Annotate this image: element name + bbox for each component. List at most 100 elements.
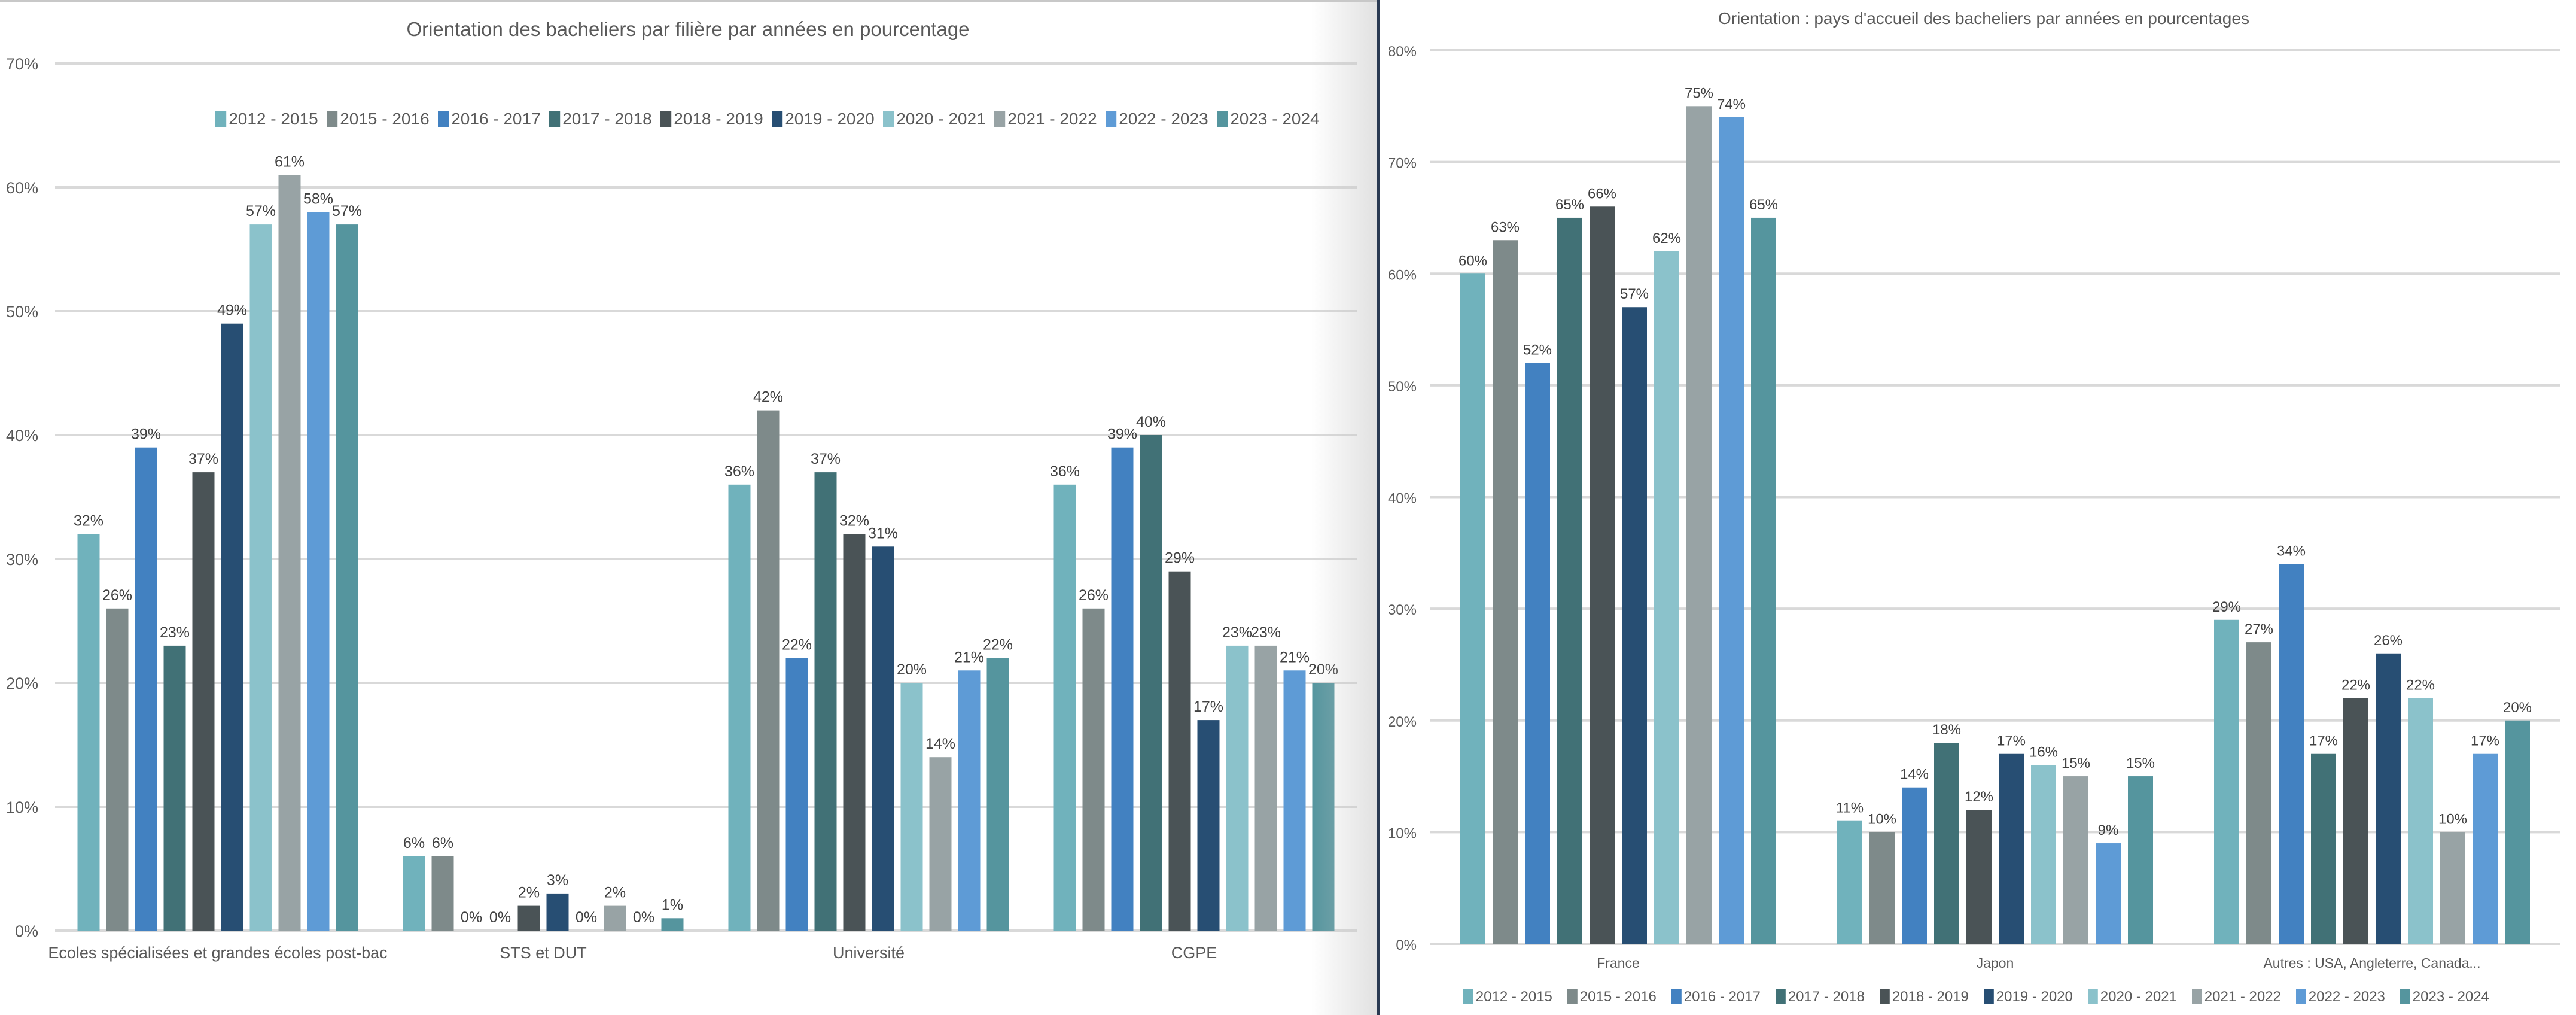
bar [1283,670,1306,931]
chart-filiere: Orientation des bacheliers par filière p… [6,18,1357,962]
legend-swatch [660,111,672,127]
y-tick-label: 70% [1388,156,1417,172]
bar [163,645,186,931]
bar [1053,484,1076,931]
data-label: 49% [217,302,247,319]
bar [1254,645,1277,931]
legend-swatch [2192,989,2202,1004]
data-label: 21% [1280,649,1310,665]
data-label: 39% [1107,426,1137,443]
data-label: 18% [1932,722,1961,738]
legend-swatch [549,111,561,127]
data-label: 32% [74,513,103,530]
bar [2311,753,2336,944]
y-tick-label: 70% [6,55,38,73]
data-label: 2% [518,885,540,901]
data-label: 58% [303,190,333,207]
y-tick-label: 20% [1388,714,1417,730]
bar [2408,698,2433,944]
data-label: 65% [1555,197,1584,213]
bar [900,683,923,931]
bar [307,212,330,931]
bar [1460,273,1485,944]
x-category-label: Autres : USA, Angleterre, Canada... [2263,955,2480,971]
data-label: 26% [1079,587,1109,604]
bar [1140,435,1162,931]
data-label: 65% [1749,197,1778,213]
legend-item: 2012 - 2015 [1476,989,1552,1005]
x-category-label: CGPE [1171,944,1217,962]
legend-swatch [994,111,1006,127]
legend-swatch [1880,989,1890,1004]
y-tick-label: 40% [6,427,38,445]
legend-swatch [2296,989,2306,1004]
legend-item: 2019 - 2020 [785,110,874,128]
bar [1934,743,1959,944]
bar [1999,753,2024,944]
legend-swatch [215,111,227,127]
legend-swatch [1776,989,1786,1004]
bar [2473,753,2498,944]
bar [958,670,981,931]
bar [1751,217,1776,944]
legend-swatch [2400,989,2410,1004]
data-label: 22% [983,637,1013,654]
bar [814,472,837,931]
bar [1312,683,1335,931]
x-category-label: Japon [1977,955,2014,971]
y-tick-label: 50% [6,303,38,321]
data-label: 14% [925,736,955,752]
panel-divider[interactable] [1377,0,1380,1015]
data-label: 23% [1222,624,1252,641]
bar [785,658,808,931]
data-label: 57% [1620,286,1649,302]
bar [1226,645,1249,931]
data-label: 0% [576,909,597,926]
legend-swatch [1671,989,1682,1004]
legend-item: 2020 - 2021 [2100,989,2177,1005]
data-label: 0% [489,909,511,926]
data-label: 10% [2438,811,2467,827]
bar [2505,720,2530,944]
bar [2279,564,2304,944]
data-label: 63% [1491,219,1520,235]
bar [517,905,540,931]
bar [1557,217,1582,944]
bar [1197,720,1220,931]
bar [2376,653,2401,944]
bar [1686,106,1712,944]
data-label: 60% [1458,253,1487,269]
data-label: 66% [1588,186,1616,202]
bar [2031,765,2056,944]
bar [1837,820,1862,944]
data-label: 74% [1717,96,1746,113]
legend-swatch [327,111,338,127]
bar [403,856,425,931]
bar [986,658,1009,931]
data-label: 61% [275,153,305,170]
legend-item: 2015 - 2016 [340,110,429,128]
bar [2063,776,2088,944]
data-label: 21% [954,649,984,665]
bar [135,447,157,931]
bar [192,472,215,931]
data-label: 17% [2471,733,2499,749]
data-label: 57% [246,203,276,220]
data-label: 36% [1050,463,1080,480]
bar [278,175,301,931]
legend-item: 2018 - 2019 [1892,989,1969,1005]
bar [757,410,780,931]
data-label: 57% [332,203,362,220]
data-label: 37% [811,451,841,467]
bar [872,546,894,931]
data-label: 26% [102,587,132,604]
data-label: 34% [2277,543,2306,559]
data-label: 1% [662,897,683,913]
data-label: 17% [1997,733,2026,749]
y-tick-label: 50% [1388,379,1417,395]
legend-item: 2018 - 2019 [674,110,763,128]
data-label: 12% [1965,789,1993,805]
data-label: 6% [432,835,453,852]
data-label: 22% [2406,677,2435,693]
bar [604,905,626,931]
